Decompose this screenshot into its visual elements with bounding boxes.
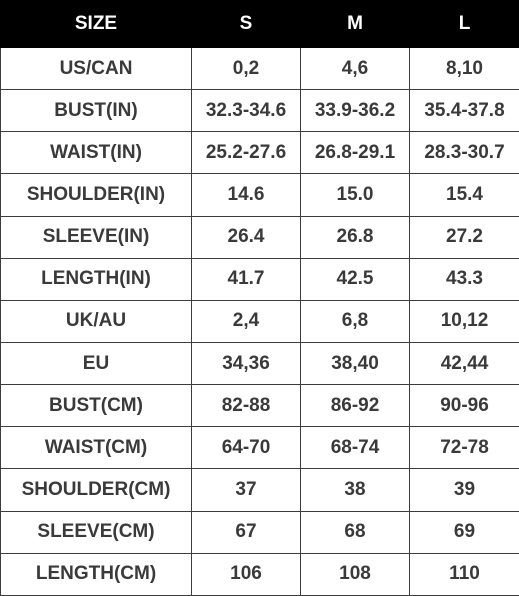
cell-s: 37: [191, 468, 301, 512]
cell-m: 86-92: [300, 384, 410, 428]
table-row: SHOULDER(CM) 37 38 39: [0, 468, 519, 512]
table-body: US/CAN 0,2 4,6 8,10 BUST(IN) 32.3-34.6 3…: [0, 46, 519, 596]
cell-l: 42,44: [409, 341, 519, 386]
cell-m: 33.9-36.2: [300, 89, 410, 133]
header-row: SIZE S M L: [0, 0, 519, 48]
table-row: WAIST(IN) 25.2-27.6 26.8-29.1 28.3-30.7: [0, 131, 519, 175]
header-size-label: SIZE: [0, 0, 192, 48]
row-label: WAIST(IN): [0, 131, 192, 175]
cell-s: 64-70: [191, 426, 301, 470]
row-label: BUST(CM): [0, 384, 192, 428]
cell-l: 27.2: [409, 215, 519, 259]
row-label: UK/AU: [0, 299, 192, 343]
cell-m: 68: [300, 510, 410, 554]
cell-s: 34,36: [191, 341, 301, 386]
cell-s: 14.6: [191, 173, 301, 217]
table-row: LENGTH(CM) 106 108 110: [0, 552, 519, 596]
table-row: US/CAN 0,2 4,6 8,10: [0, 46, 519, 91]
header-size-l: L: [409, 0, 519, 48]
row-label: WAIST(CM): [0, 426, 192, 470]
row-label: SHOULDER(CM): [0, 468, 192, 512]
cell-m: 6,8: [300, 299, 410, 343]
cell-m: 26.8: [300, 215, 410, 259]
cell-l: 28.3-30.7: [409, 131, 519, 175]
cell-l: 10,12: [409, 299, 519, 343]
cell-l: 72-78: [409, 426, 519, 470]
table-row: UK/AU 2,4 6,8 10,12: [0, 299, 519, 343]
cell-l: 43.3: [409, 257, 519, 301]
cell-l: 39: [409, 468, 519, 512]
row-label: EU: [0, 341, 192, 386]
table-row: BUST(CM) 82-88 86-92 90-96: [0, 384, 519, 428]
header-size-s: S: [191, 0, 301, 48]
table-header: SIZE S M L: [0, 0, 519, 48]
cell-s: 82-88: [191, 384, 301, 428]
cell-l: 15.4: [409, 173, 519, 217]
table-row: SLEEVE(CM) 67 68 69: [0, 510, 519, 554]
cell-m: 68-74: [300, 426, 410, 470]
cell-m: 38: [300, 468, 410, 512]
cell-m: 38,40: [300, 341, 410, 386]
cell-s: 106: [191, 552, 301, 596]
cell-s: 67: [191, 510, 301, 554]
row-label: US/CAN: [0, 46, 192, 91]
cell-m: 4,6: [300, 46, 410, 91]
table-row: LENGTH(IN) 41.7 42.5 43.3: [0, 257, 519, 301]
cell-s: 26.4: [191, 215, 301, 259]
table-row: BUST(IN) 32.3-34.6 33.9-36.2 35.4-37.8: [0, 89, 519, 133]
cell-l: 110: [409, 552, 519, 596]
header-size-m: M: [300, 0, 410, 48]
cell-l: 35.4-37.8: [409, 89, 519, 133]
row-label: SLEEVE(IN): [0, 215, 192, 259]
cell-s: 25.2-27.6: [191, 131, 301, 175]
cell-s: 0,2: [191, 46, 301, 91]
cell-l: 90-96: [409, 384, 519, 428]
row-label: SLEEVE(CM): [0, 510, 192, 554]
cell-m: 15.0: [300, 173, 410, 217]
cell-l: 69: [409, 510, 519, 554]
cell-s: 41.7: [191, 257, 301, 301]
row-label: LENGTH(CM): [0, 552, 192, 596]
cell-m: 42.5: [300, 257, 410, 301]
row-label: LENGTH(IN): [0, 257, 192, 301]
row-label: SHOULDER(IN): [0, 173, 192, 217]
table-row: EU 34,36 38,40 42,44: [0, 341, 519, 386]
table-row: SLEEVE(IN) 26.4 26.8 27.2: [0, 215, 519, 259]
row-label: BUST(IN): [0, 89, 192, 133]
cell-s: 2,4: [191, 299, 301, 343]
table-row: WAIST(CM) 64-70 68-74 72-78: [0, 426, 519, 470]
table-row: SHOULDER(IN) 14.6 15.0 15.4: [0, 173, 519, 217]
cell-m: 108: [300, 552, 410, 596]
cell-l: 8,10: [409, 46, 519, 91]
cell-s: 32.3-34.6: [191, 89, 301, 133]
cell-m: 26.8-29.1: [300, 131, 410, 175]
